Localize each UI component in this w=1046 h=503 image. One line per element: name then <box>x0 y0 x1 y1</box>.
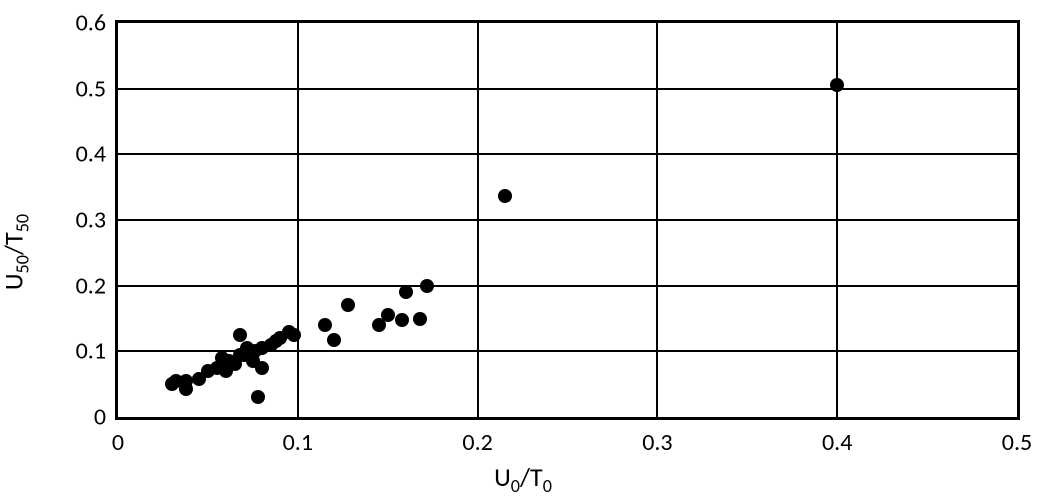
y-tick-label: 0.4 <box>76 140 106 169</box>
x-axis-label: U0/T0 <box>494 461 552 497</box>
data-point <box>395 313 409 327</box>
y-tick-label: 0 <box>94 403 106 432</box>
data-point <box>327 333 341 347</box>
data-point <box>341 298 355 312</box>
data-point <box>233 328 247 342</box>
x-tick-label: 0 <box>112 428 124 457</box>
data-point <box>399 285 413 299</box>
data-point <box>318 318 332 332</box>
gridline-h <box>118 219 1017 221</box>
y-tick-label: 0.5 <box>76 74 106 103</box>
plot-area <box>115 20 1020 420</box>
y-tick-label: 0.3 <box>76 206 106 235</box>
y-tick-label: 0.6 <box>76 9 106 38</box>
gridline-h <box>118 153 1017 155</box>
x-tick-label: 0.4 <box>822 428 852 457</box>
y-tick-label: 0.2 <box>76 271 106 300</box>
data-point <box>413 312 427 326</box>
data-point <box>255 361 269 375</box>
x-tick-label: 0.5 <box>1002 428 1032 457</box>
data-point <box>498 189 512 203</box>
x-tick-label: 0.3 <box>642 428 672 457</box>
data-point <box>420 279 434 293</box>
data-point <box>179 382 193 396</box>
data-point <box>251 390 265 404</box>
data-point <box>287 328 301 342</box>
data-point <box>830 78 844 92</box>
x-tick-label: 0.1 <box>283 428 313 457</box>
y-tick-label: 0.1 <box>76 337 106 366</box>
y-axis-label: U50/T50 <box>0 213 34 289</box>
x-tick-label: 0.2 <box>462 428 492 457</box>
gridline-h <box>118 285 1017 287</box>
data-point <box>381 308 395 322</box>
gridline-h <box>118 88 1017 90</box>
scatter-chart: U50/T50 U0/T0 0 0.1 0.2 0.3 0.4 0.5 0 0.1 0.2 0.3… <box>0 0 1046 503</box>
